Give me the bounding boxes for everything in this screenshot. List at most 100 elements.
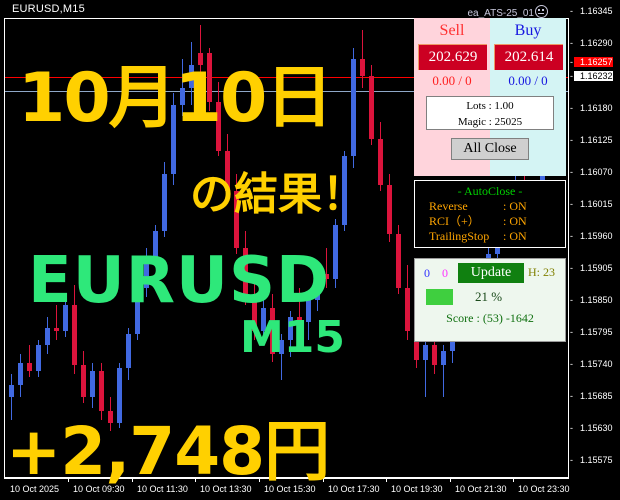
overlay-date-text: 10月10日: [18, 59, 333, 138]
time-separator: [68, 478, 69, 482]
sell-price-button[interactable]: 202.629: [418, 44, 487, 70]
price-tick: -1.16232: [570, 71, 620, 83]
autoclose-box: - AutoClose - Reverse: ON RCI（+）: ON Trail…: [414, 180, 566, 248]
candle-wick: [56, 305, 57, 340]
time-tick-label: 10 Oct 09:30: [73, 484, 125, 494]
progress-swatch: [426, 289, 453, 305]
hours-label: H: 23: [528, 265, 555, 279]
price-tick-label: 1.15905: [580, 263, 613, 273]
price-tick-dash: -: [570, 231, 573, 241]
buy-price-button[interactable]: 202.614: [494, 44, 563, 70]
price-tick: -1.16180: [570, 103, 620, 115]
candle-body: [117, 368, 122, 423]
candle-body: [90, 371, 95, 397]
magic-label: Magic : 25025: [457, 116, 523, 128]
price-tick-dash: -: [570, 359, 573, 369]
time-tick-label: 10 Oct 2025: [10, 484, 60, 494]
time-tick-label: 10 Oct 21:30: [455, 484, 507, 494]
candle-body: [306, 299, 311, 323]
price-tick-label: 1.16180: [580, 103, 613, 113]
candle-body: [414, 331, 419, 360]
price-tick: -1.15740: [570, 359, 620, 371]
candle-body: [333, 225, 338, 280]
candle-body: [423, 345, 428, 360]
time-scale-rule: [4, 478, 569, 479]
smiley-icon: [535, 5, 548, 18]
time-separator: [323, 478, 324, 482]
price-tick: -1.16070: [570, 167, 620, 179]
time-tick-label: 10 Oct 19:30: [391, 484, 443, 494]
candle-body: [396, 233, 401, 289]
price-tick-label: 1.15795: [580, 327, 613, 337]
score-label: Score : (53) -1642: [446, 311, 534, 325]
candle-wick: [281, 333, 282, 380]
autoclose-row-0: Reverse: ON: [415, 199, 565, 214]
candle-body: [441, 351, 446, 366]
price-tick-label: 1.15630: [580, 423, 613, 433]
price-tick-label: 1.16125: [580, 135, 613, 145]
lots-label: Lots : 1.00: [466, 100, 514, 112]
autoclose-key: Reverse: [429, 199, 468, 213]
ea-name-label: ea_ATS-25_01: [467, 3, 548, 19]
price-tick-dash: -: [570, 295, 573, 305]
price-tick-dash: -: [570, 103, 573, 113]
candle-body: [180, 87, 185, 105]
price-tick-dash: -: [570, 423, 573, 433]
price-tick-dash: -: [570, 38, 573, 48]
price-tick-label: 1.15575: [580, 455, 613, 465]
time-separator: [386, 478, 387, 482]
price-tick: -1.15685: [570, 391, 620, 403]
candle-body: [297, 316, 302, 323]
candle-wick: [299, 288, 300, 329]
autoclose-value: : ON: [503, 229, 527, 243]
time-scale[interactable]: 10 Oct 2025 10 Oct 09:30 10 Oct 11:30 10 Oc…: [4, 478, 570, 500]
overlay-timeframe-text: M15: [240, 312, 346, 363]
candle-body: [18, 362, 23, 386]
candle-body: [81, 365, 86, 397]
price-scale[interactable]: -1.16345-1.16290-1.16257-1.16232-1.16180…: [570, 0, 620, 500]
price-tick-label: 1.15685: [580, 391, 613, 401]
autoclose-value: : ON: [503, 214, 527, 228]
time-tick-label: 10 Oct 15:30: [264, 484, 316, 494]
percent-label: 21 %: [475, 289, 503, 304]
candle-body: [270, 308, 275, 354]
time-tick-label: 10 Oct 17:30: [328, 484, 380, 494]
candle-body: [351, 59, 356, 157]
lots-magic-box: Lots : 1.00 Magic : 25025: [426, 96, 554, 130]
trade-box: Sell 202.629 0.00 / 0 Buy 202.614 0.00 /…: [414, 18, 566, 176]
update-button[interactable]: Update: [458, 263, 524, 283]
candle-body: [369, 76, 374, 140]
price-tick-label: 1.16070: [580, 167, 613, 177]
price-tick-dash: -: [570, 167, 573, 177]
candle-wick: [326, 248, 327, 289]
price-tick-dash: -: [570, 263, 573, 273]
sell-header: Sell: [439, 22, 465, 39]
sell-pl-label: 0.00 / 0: [432, 73, 472, 88]
autoclose-row-1: RCI（+） : ON: [415, 214, 565, 229]
candle-body: [144, 256, 149, 289]
ea-name-text: ea_ATS-25_01: [467, 8, 534, 19]
price-tick: -1.15575: [570, 455, 620, 467]
price-level-line: [5, 91, 568, 92]
counter-blue: 0: [424, 266, 430, 280]
time-separator: [259, 478, 260, 482]
price-tick-dash: -: [570, 71, 573, 81]
time-tick-label: 10 Oct 23:30: [518, 484, 570, 494]
candle-body: [126, 333, 131, 369]
all-close-button[interactable]: All Close: [451, 138, 529, 160]
time-separator: [450, 478, 451, 482]
candle-body: [207, 53, 212, 102]
price-tick-label: 1.15960: [580, 231, 613, 241]
candle-body: [45, 328, 50, 346]
time-separator: [513, 478, 514, 482]
candle-body: [324, 273, 329, 280]
candle-body: [153, 230, 158, 257]
autoclose-key: RCI（+）: [429, 214, 480, 228]
candle-body: [108, 411, 113, 423]
price-tick-dash: -: [570, 57, 573, 67]
autoclose-row-2: TrailingStop: ON: [415, 229, 565, 244]
price-tick: -1.15960: [570, 231, 620, 243]
candle-body: [252, 299, 257, 331]
chart-symbol-title: EURUSD,M15: [12, 3, 85, 15]
